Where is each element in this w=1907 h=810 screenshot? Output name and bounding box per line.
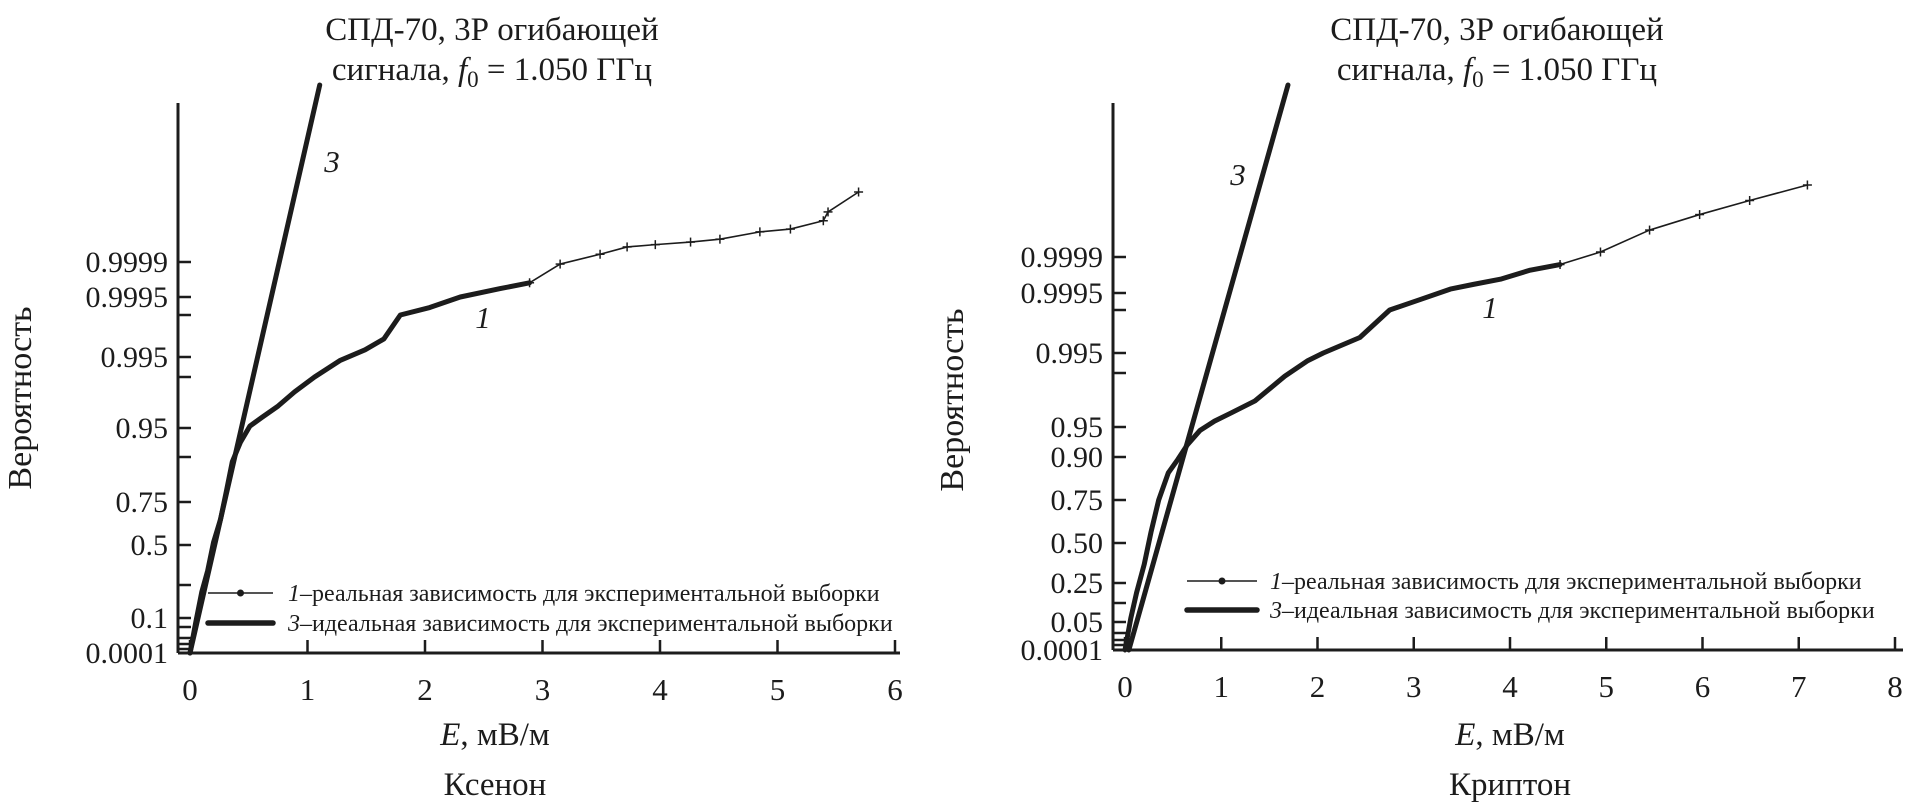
- x-tick-label: 2: [1310, 669, 1326, 704]
- real-curve-dense: [1122, 262, 1563, 653]
- y-tick-label: 0.9999: [86, 246, 169, 279]
- y-tick-label: 0.90: [1051, 441, 1104, 474]
- x-ticks: 0 1 2 3 4 5 6: [182, 640, 903, 707]
- legend: 1–реальная зависимость для экспериментал…: [205, 581, 893, 637]
- chart-title: СПД-70, 3Р огибающей сигнала, f0 = 1.050 …: [325, 12, 658, 92]
- legend-label: 3–идеальная зависимость для эксперимента…: [1269, 598, 1875, 624]
- x-tick-label: 4: [1502, 669, 1518, 704]
- curve-label-3: 3: [1229, 157, 1246, 192]
- y-tick-label: 0.75: [1051, 484, 1104, 517]
- x-axis-sublabel: Криптон: [1449, 767, 1571, 803]
- x-tick-label: 1: [300, 672, 316, 707]
- y-tick-label: 0.9999: [1021, 241, 1104, 274]
- y-tick-label: 0.995: [1036, 337, 1104, 370]
- x-axis-label: E, мВ/м: [439, 717, 550, 753]
- y-tick-label: 0.75: [116, 486, 169, 519]
- curve-label-3: 3: [323, 144, 340, 179]
- x-tick-label: 5: [770, 672, 786, 707]
- legend: 1–реальная зависимость для экспериментал…: [1184, 569, 1875, 624]
- curve-label-1: 1: [1482, 290, 1498, 325]
- y-tick-label: 0.5: [131, 529, 169, 562]
- chart-xenon: СПД-70, 3Р огибающей сигнала, f0 = 1.050 …: [2, 12, 903, 803]
- x-tick-label: 3: [535, 672, 551, 707]
- y-tick-label: 0.1: [131, 602, 169, 635]
- chart-title-line1: СПД-70, 3Р огибающей: [1330, 12, 1663, 48]
- x-tick-label: 6: [1695, 669, 1711, 704]
- legend-label: 3–идеальная зависимость для эксперимента…: [287, 611, 893, 637]
- real-curve: [1122, 180, 1812, 653]
- x-axis-label: E, мВ/м: [1454, 717, 1565, 753]
- real-curve-sparse: [529, 191, 860, 284]
- y-tick-label: 0.95: [116, 412, 169, 445]
- legend-sample-marker: [237, 589, 244, 597]
- y-tick-label: 0.0001: [86, 637, 169, 670]
- x-tick-label: 2: [417, 672, 433, 707]
- y-tick-label: 0.9995: [1021, 277, 1104, 310]
- chart-title: СПД-70, 3Р огибающей сигнала, f0 = 1.050 …: [1330, 12, 1663, 92]
- legend-sample-marker: [1218, 577, 1226, 585]
- y-tick-label: 0.9995: [86, 281, 169, 314]
- real-curve-sparse: [1559, 184, 1808, 266]
- y-tick-label: 0.50: [1051, 527, 1104, 560]
- ideal-line: [187, 82, 323, 656]
- x-tick-label: 6: [887, 672, 903, 707]
- legend-label: 1–реальная зависимость для экспериментал…: [288, 581, 880, 607]
- y-tick-label: 0.95: [1051, 411, 1104, 444]
- legend-label: 1–реальная зависимость для экспериментал…: [1270, 569, 1862, 595]
- y-tick-label: 0.0001: [1021, 634, 1104, 667]
- chart-krypton: СПД-70, 3Р огибающей сигнала, f0 = 1.050 …: [934, 12, 1903, 803]
- y-tick-label: 0.05: [1051, 606, 1104, 639]
- x-tick-label: 1: [1214, 669, 1230, 704]
- x-tick-label: 8: [1887, 669, 1903, 704]
- chart-title-line2: сигнала, f0 = 1.050 ГГц: [332, 52, 652, 92]
- x-tick-label: 3: [1406, 669, 1422, 704]
- y-axis-label: Вероятность: [2, 306, 39, 489]
- y-axis-label: Вероятность: [934, 308, 971, 491]
- x-tick-label: 5: [1599, 669, 1615, 704]
- x-tick-label: 7: [1791, 669, 1807, 704]
- curve-label-1: 1: [475, 300, 491, 335]
- x-tick-label: 0: [1117, 669, 1133, 704]
- y-tick-label: 0.25: [1051, 567, 1104, 600]
- x-tick-label: 0: [182, 672, 198, 707]
- chart-title-line2: сигнала, f0 = 1.050 ГГц: [1337, 52, 1657, 92]
- x-tick-label: 4: [652, 672, 668, 707]
- x-axis-sublabel: Ксенон: [444, 767, 547, 803]
- chart-title-line1: СПД-70, 3Р огибающей: [325, 12, 658, 48]
- ideal-line: [1126, 82, 1291, 653]
- y-tick-label: 0.995: [101, 341, 169, 374]
- x-ticks: 0 1 2 3 4 5 6 7 8: [1117, 637, 1903, 704]
